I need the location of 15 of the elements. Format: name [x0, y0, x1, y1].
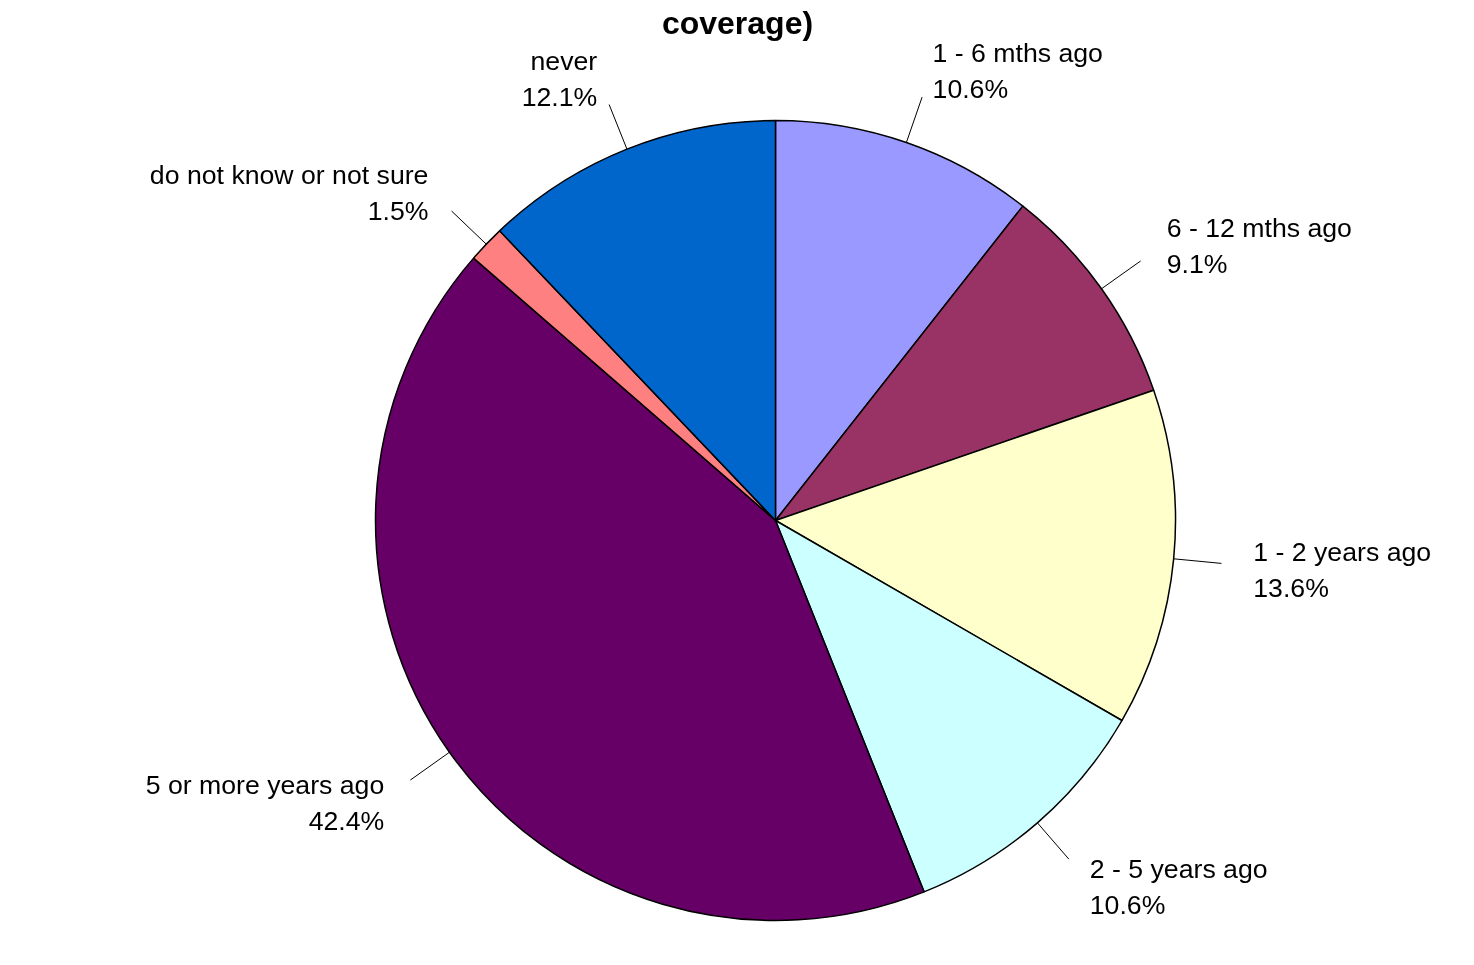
slice-label: 6 - 12 mths ago	[1166, 213, 1352, 244]
data-label: 9.1%	[1166, 249, 1228, 280]
slice-label: 1 - 6 mths ago	[932, 37, 1103, 68]
slice-label: 5 or more years ago	[145, 769, 385, 800]
data-label: 42.4%	[308, 805, 385, 836]
data-label: 1.5%	[367, 195, 429, 226]
data-label: 10.6%	[932, 73, 1009, 104]
data-label: 10.6%	[1089, 890, 1166, 921]
slice-label: 1 - 2 years ago	[1253, 537, 1432, 568]
slice-label: 2 - 5 years ago	[1089, 854, 1268, 885]
slice-label: do not know or not sure	[149, 159, 429, 190]
slice-label: never	[530, 45, 598, 76]
data-label: 13.6%	[1253, 573, 1329, 604]
data-label: 12.1%	[521, 81, 598, 112]
chart-title: coverage)	[661, 4, 814, 41]
